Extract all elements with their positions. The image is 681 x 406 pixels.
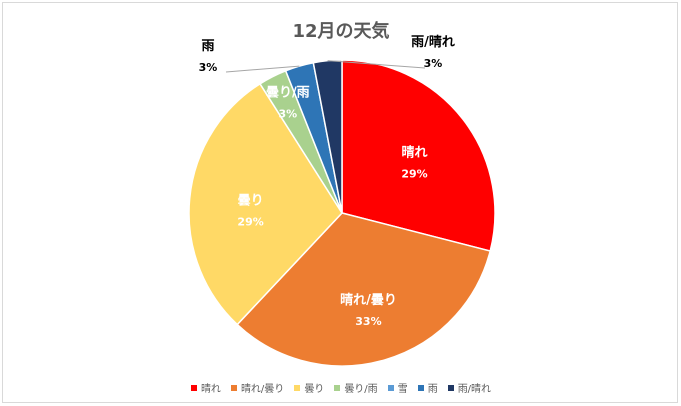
legend-label: 曇り xyxy=(304,384,325,395)
legend-item: 雨/晴れ xyxy=(447,380,492,395)
slice-value-label: 29% xyxy=(401,168,427,181)
pie-chart: 晴れ 29% 晴れ/曇り 33% 曇り 29% 曇り/雨 3% 雨 3% 雨/晴れ 3% xyxy=(188,34,496,367)
legend-swatch xyxy=(447,384,454,391)
legend-label: 雨 xyxy=(427,384,438,395)
legend-label: 曇り/雨 xyxy=(344,384,378,395)
slice-label: 雨 xyxy=(201,39,214,54)
legend-label: 雪 xyxy=(397,384,408,395)
legend-item: 雪 xyxy=(387,380,408,395)
chart-legend: 晴れ 晴れ/曇り 曇り 曇り/雨 雪 雨 雨/晴れ xyxy=(3,380,679,395)
legend-swatch xyxy=(334,384,341,391)
legend-swatch xyxy=(230,384,237,391)
slice-value-label: 33% xyxy=(355,315,381,328)
slice-label: 曇り/雨 xyxy=(266,86,310,101)
slice-label: 晴れ/曇り xyxy=(340,292,397,308)
legend-swatch xyxy=(387,384,394,391)
slice-value-label: 3% xyxy=(278,108,297,121)
slice-value-label: 3% xyxy=(424,57,443,70)
slice-value-label: 3% xyxy=(199,61,218,74)
pie-slice xyxy=(188,82,343,326)
leader-line xyxy=(327,60,426,69)
slice-label: 晴れ xyxy=(402,145,428,161)
legend-swatch xyxy=(190,384,197,391)
pie-slice xyxy=(341,59,496,252)
legend-item: 曇り xyxy=(294,380,324,395)
legend-label: 雨/晴れ xyxy=(457,384,492,395)
legend-label: 晴れ/曇り xyxy=(240,384,285,395)
legend-item: 晴れ xyxy=(190,380,221,395)
legend-swatch xyxy=(294,384,301,391)
legend-item: 晴れ/曇り xyxy=(230,380,285,395)
legend-label: 晴れ xyxy=(200,384,221,395)
legend-item: 雨 xyxy=(417,380,438,395)
chart-title: 12月の天気 xyxy=(292,21,390,42)
slice-value-label: 29% xyxy=(237,215,263,228)
slice-label: 雨/晴れ xyxy=(411,34,455,50)
leader-line xyxy=(225,65,300,73)
pie-slice xyxy=(236,212,492,367)
legend-swatch xyxy=(417,384,424,391)
legend-item: 曇り/雨 xyxy=(334,380,378,395)
slice-label: 曇り xyxy=(238,193,264,208)
